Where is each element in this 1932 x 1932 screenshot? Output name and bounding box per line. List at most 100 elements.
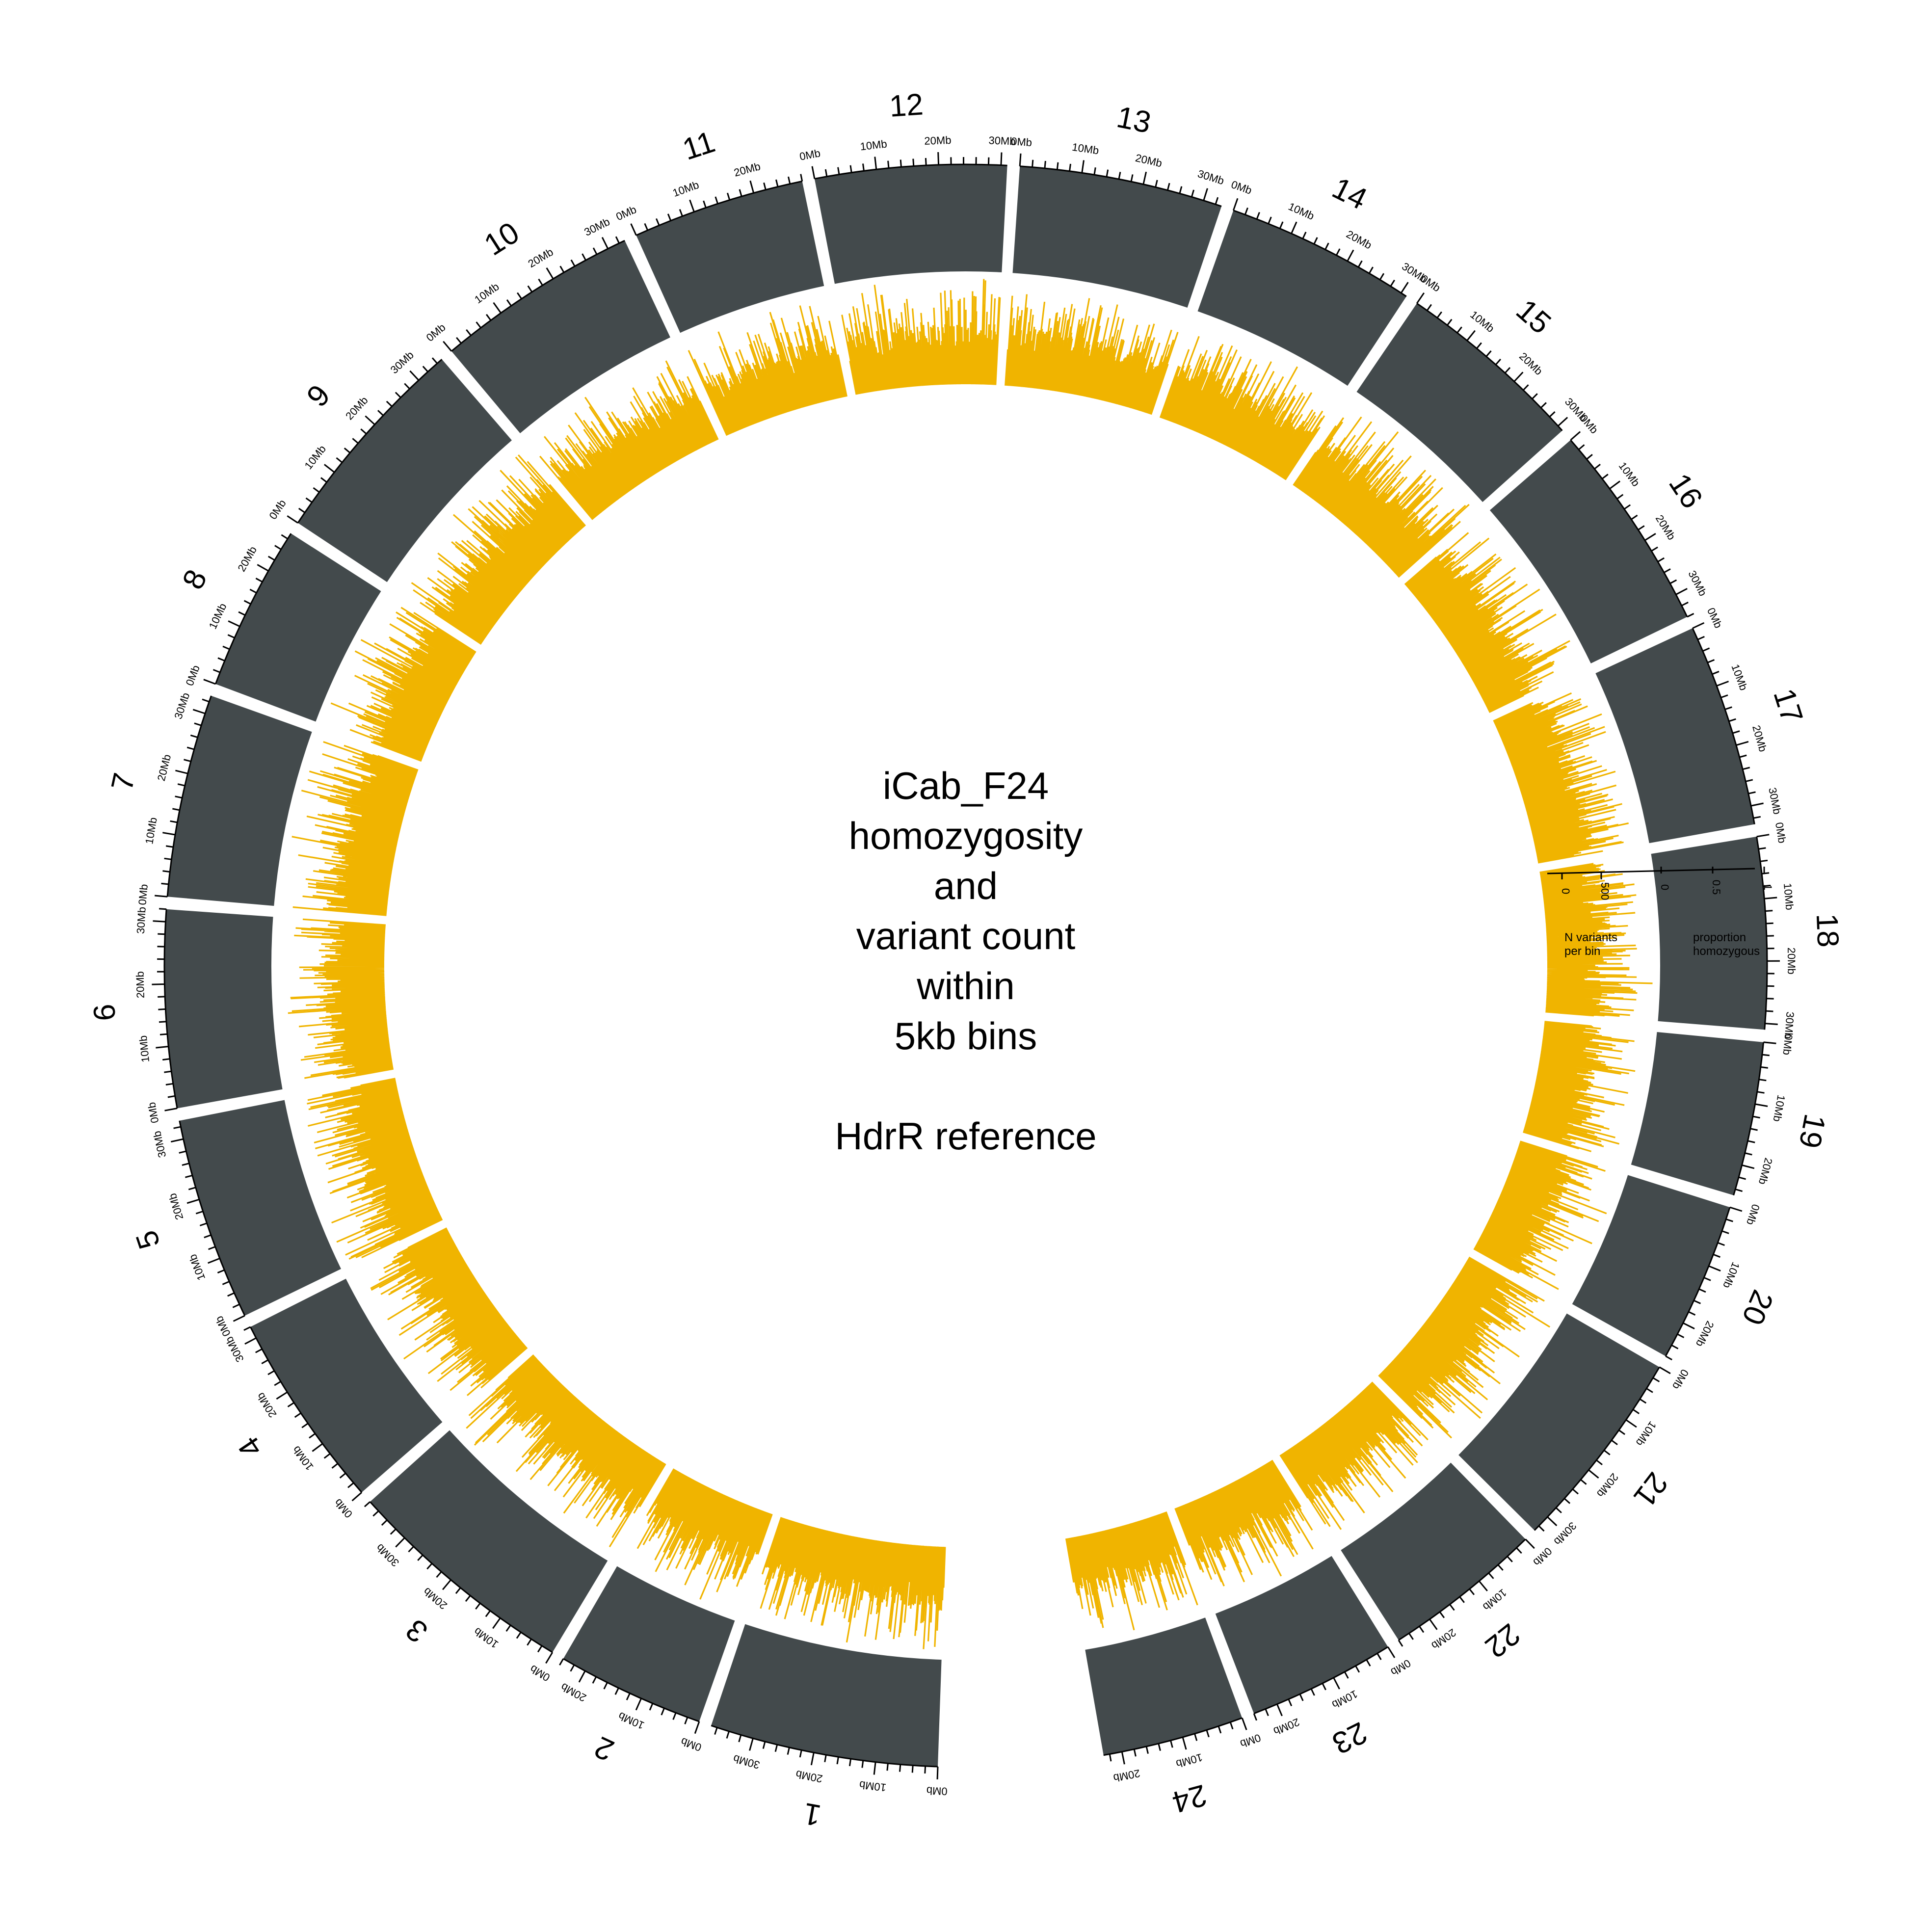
homozygosity-sector-chr12 — [814, 164, 1007, 284]
tick-label-chr6: 30Mb — [134, 906, 148, 934]
chromosome-label: 11 — [679, 125, 719, 167]
chromosome-axis-chr5 — [170, 1120, 246, 1322]
homozygosity-sector-chr16 — [1489, 440, 1688, 663]
homozygosity-sector-chr4 — [250, 1278, 443, 1493]
homozygosity-sector-chr11 — [636, 181, 824, 333]
chromosome-label: 19 — [1792, 1112, 1832, 1151]
chromosome-label: 13 — [1114, 100, 1154, 140]
tick-label-chr4: 0Mb — [332, 1496, 355, 1520]
tick-label-chr10: 30Mb — [582, 215, 611, 238]
chromosome-label: 12 — [888, 87, 925, 124]
chromosome-axis-chr15 — [1416, 292, 1568, 431]
chromosome-label: 4 — [232, 1430, 269, 1463]
tick-label-chr9: 10Mb — [302, 443, 328, 472]
tick-label-chr19: 20Mb — [1756, 1157, 1775, 1186]
homozygosity-axis-tick-label: 0.5 — [1710, 880, 1722, 895]
variant-bars-chr19 — [1523, 1021, 1636, 1152]
tick-label-chr3: 0Mb — [528, 1663, 552, 1684]
chromosome-label: 22 — [1479, 1617, 1526, 1665]
chromosome-label: 3 — [399, 1613, 434, 1649]
tick-label-chr20: 0Mb — [1744, 1203, 1762, 1226]
tick-label-chr3: 10Mb — [472, 1625, 501, 1651]
tick-label-chr16: 20Mb — [1653, 513, 1678, 542]
chromosome-axis-chr12 — [811, 152, 1007, 180]
chromosome-axis-chr10 — [443, 236, 625, 352]
tick-label-chr7: 10Mb — [143, 817, 159, 845]
variant-bars-chr24 — [1065, 1511, 1198, 1631]
chromosome-axis-chr6 — [152, 908, 178, 1112]
chromosome-axis-chr24 — [1103, 1717, 1247, 1765]
tick-label-chr5: 0Mb — [213, 1314, 233, 1338]
chromosome-label: 1 — [801, 1796, 823, 1832]
tick-label-chr22: 10Mb — [1481, 1587, 1509, 1613]
tick-label-chr12: 30Mb — [988, 134, 1016, 147]
variant-bars-chr9 — [411, 454, 586, 645]
title-line: within — [917, 964, 1015, 1007]
variant-axis-tick-label: 0 — [1560, 888, 1572, 894]
chromosome-label: 14 — [1327, 171, 1372, 216]
tick-label-chr3: 20Mb — [421, 1585, 450, 1612]
chromosome-label: 8 — [176, 564, 213, 595]
tick-label-chr20: 10Mb — [1720, 1260, 1742, 1290]
homozygosity-sector-chr2 — [563, 1566, 735, 1722]
homozygosity-sector-chr7 — [167, 695, 312, 906]
tick-label-chr19: 0Mb — [1780, 1033, 1795, 1056]
tick-label-chr8: 10Mb — [207, 601, 229, 631]
tick-label-chr8: 0Mb — [183, 663, 202, 688]
tick-label-chr15: 10Mb — [1468, 308, 1497, 335]
tick-label-chr13: 20Mb — [1134, 152, 1163, 170]
subtitle: HdrR reference — [835, 1114, 1097, 1158]
tick-label-chr24: 10Mb — [1175, 1751, 1204, 1770]
variant-axis-tick-label: 500 — [1599, 882, 1611, 900]
chromosome-label: 24 — [1169, 1778, 1211, 1820]
chromosome-axis-chr8 — [203, 533, 292, 685]
chromosome-label: 5 — [130, 1226, 167, 1253]
tick-label-chr18: 0Mb — [1773, 821, 1789, 844]
homozygosity-axis-tick-label: 1 — [1762, 884, 1774, 890]
tick-label-chr12: 10Mb — [859, 137, 887, 153]
variant-bars-chr4 — [370, 1227, 528, 1396]
variant-bars-chr20 — [1473, 1140, 1607, 1290]
plot-title: iCab_F24 homozygosity and variant count … — [769, 761, 1162, 1161]
homozygosity-sector-chr1 — [711, 1624, 942, 1767]
tick-label-chr13: 0Mb — [1010, 135, 1032, 149]
variant-bars-chr13 — [1005, 294, 1179, 415]
homozygosity-axis-label-line1: proportion — [1693, 931, 1746, 944]
tick-label-chr17: 30Mb — [1766, 787, 1783, 816]
homozygosity-sector-chr21 — [1458, 1313, 1660, 1531]
tick-label-chr17: 20Mb — [1750, 724, 1769, 753]
chromosome-label: 2 — [589, 1730, 619, 1768]
tick-label-chr17: 10Mb — [1729, 662, 1750, 692]
tick-label-chr23: 0Mb — [1389, 1657, 1413, 1678]
tick-label-chr19: 10Mb — [1771, 1094, 1787, 1123]
tick-label-chr10: 0Mb — [424, 321, 448, 344]
homozygosity-sector-chr24 — [1085, 1617, 1243, 1755]
tick-label-chr18: 10Mb — [1781, 883, 1796, 911]
tick-label-chr2: 20Mb — [559, 1681, 588, 1704]
chromosome-axis-chr13 — [1019, 153, 1222, 207]
variant-bars-chr14 — [1159, 336, 1325, 480]
variant-bars-chr10 — [539, 360, 719, 520]
homozygosity-sector-chr20 — [1572, 1175, 1730, 1356]
tick-label-chr9: 20Mb — [343, 394, 371, 422]
variant-bars-chr23 — [1174, 1459, 1314, 1587]
chromosome-axis-chr17 — [1692, 622, 1764, 824]
homozygosity-sector-chr10 — [451, 240, 670, 433]
homozygosity-sector-chr9 — [297, 359, 512, 582]
tick-label-chr8: 20Mb — [235, 544, 259, 574]
tick-label-chr14: 10Mb — [1287, 200, 1316, 222]
homozygosity-track — [164, 164, 1767, 1767]
tick-label-chr20: 20Mb — [1694, 1319, 1717, 1349]
title-line: iCab_F24 — [882, 764, 1049, 807]
tick-label-chr12: 0Mb — [798, 147, 821, 163]
tick-label-chr18: 20Mb — [1785, 947, 1798, 974]
tick-label-chr6: 20Mb — [134, 971, 147, 999]
chromosome-axis-chr22 — [1398, 1538, 1535, 1647]
title-line: homozygosity — [848, 814, 1083, 857]
variant-bars-chr15 — [1293, 416, 1470, 578]
variant-bars-chr2 — [636, 1468, 773, 1600]
tick-label-chr10: 20Mb — [526, 246, 556, 270]
chromosome-axis-chr7 — [155, 695, 212, 898]
chromosome-axis-chr16 — [1570, 431, 1694, 618]
